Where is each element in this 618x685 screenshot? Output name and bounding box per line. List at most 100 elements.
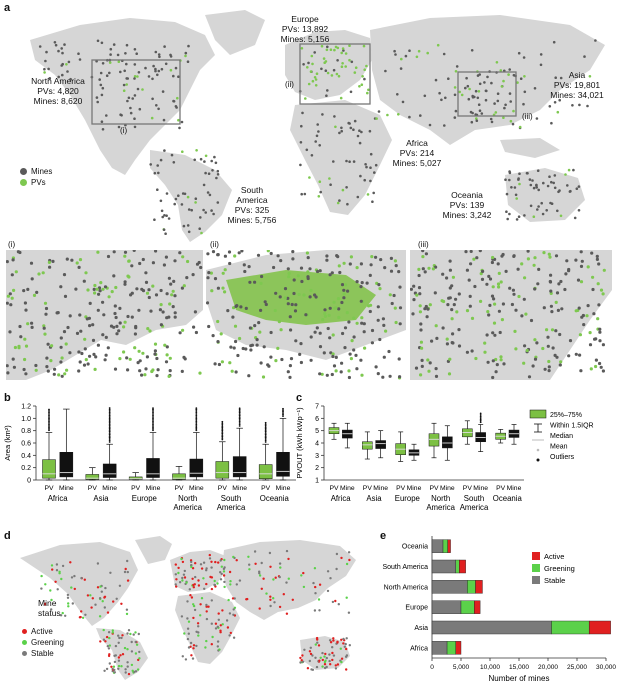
stable-mine-dot [61, 564, 65, 568]
pv-site-dot [125, 83, 128, 86]
mine-site-dot [483, 81, 486, 84]
active-mine-dot [334, 599, 337, 603]
mine-site-dot [157, 53, 161, 56]
legend-label-active: Active [544, 552, 564, 561]
mine-site-dot [388, 374, 392, 378]
outlier-point [108, 439, 111, 442]
mine-site-dot [426, 307, 430, 311]
region-label-africa: Africa PVs: 214 Mines: 5,027 [392, 138, 442, 168]
mine-site-dot [447, 77, 450, 80]
pv-site-dot [495, 61, 499, 64]
mine-site-dot [348, 262, 352, 266]
outlier-point [108, 415, 111, 418]
mine-site-dot [508, 171, 512, 175]
pv-site-dot [146, 327, 150, 331]
x-tick-label: 5,000 [453, 664, 470, 671]
outlier-point [221, 422, 224, 425]
active-mine-dot [103, 596, 106, 599]
active-mine-dot [260, 587, 263, 590]
stable-mine-dot [73, 574, 76, 578]
pv-site-dot [341, 47, 345, 50]
mine-site-dot [123, 250, 128, 254]
mine-site-dot [514, 308, 518, 312]
mine-site-dot [579, 264, 584, 268]
pv-site-dot [84, 271, 88, 275]
pv-site-dot [363, 68, 367, 71]
bar-segment-active [459, 559, 466, 574]
pv-site-dot [494, 111, 498, 114]
mine-site-dot [488, 303, 492, 307]
stable-mine-dot [94, 603, 97, 606]
pv-site-dot [458, 90, 462, 94]
mine-site-dot [453, 116, 457, 119]
mine-site-dot [373, 171, 376, 174]
mine-site-dot [477, 103, 481, 106]
mine-site-dot [493, 102, 496, 105]
y-tick-label: 1.2 [21, 404, 31, 411]
mine-site-dot [337, 307, 341, 311]
mine-site-dot [568, 190, 572, 193]
active-mine-dot [262, 577, 265, 580]
outlier-point [238, 411, 241, 414]
active-mine-dot [340, 638, 343, 641]
stable-mine-dot [188, 588, 191, 591]
pv-site-dot [370, 255, 374, 259]
stable-mine-dot [210, 599, 213, 602]
active-mine-dot [314, 585, 317, 589]
mine-site-dot [469, 110, 473, 114]
mine-site-dot [325, 373, 329, 377]
mine-site-dot [537, 267, 541, 271]
greening-mine-dot [134, 631, 137, 634]
mine-site-dot [326, 89, 329, 92]
mine-site-dot [470, 49, 474, 52]
mine-site-dot [549, 304, 553, 308]
active-mine-dot [287, 557, 290, 561]
bar-segment-greening [446, 641, 456, 655]
mine-site-dot [45, 356, 49, 360]
group-label: Europe [395, 494, 420, 503]
stable-mine-dot [343, 645, 346, 648]
pv-site-dot [78, 258, 83, 262]
outlier-point [264, 423, 267, 426]
outlier-point [195, 421, 198, 424]
mine-site-dot [156, 368, 160, 372]
mine-site-dot [26, 287, 30, 291]
outlier-point [195, 417, 198, 420]
mine-site-dot [123, 280, 127, 284]
pv-site-dot [307, 82, 311, 86]
stable-mine-dot [134, 670, 138, 673]
greening-mine-dot [67, 605, 70, 608]
pv-site-dot [273, 308, 277, 313]
category-label: Asia [414, 625, 428, 632]
bar-segment-greening [442, 539, 448, 553]
mine-site-dot [533, 87, 537, 90]
stable-mine-dot [321, 651, 324, 655]
active-mine-dot [309, 652, 313, 656]
mine-site-dot [352, 160, 356, 163]
mine-site-dot [80, 351, 84, 356]
mine-site-dot [147, 295, 151, 300]
pv-site-dot [548, 255, 552, 259]
greening-mine-dot [321, 665, 324, 668]
mine-site-dot [455, 65, 459, 68]
mine-site-dot [592, 312, 596, 316]
mine-site-dot [153, 218, 156, 221]
mine-site-dot [138, 359, 142, 363]
mine-site-dot [473, 95, 476, 99]
stable-mine-dot [342, 637, 345, 641]
outlier-point [48, 411, 50, 414]
pv-site-dot [24, 344, 29, 348]
stable-mine-dot [181, 576, 184, 580]
greening-mine-dot [319, 656, 322, 659]
mine-site-dot [417, 273, 421, 278]
mine-site-dot [500, 254, 504, 258]
box-iqr [215, 461, 230, 479]
mine-site-dot [244, 347, 248, 351]
pv-site-dot [43, 301, 48, 305]
mine-site-dot [597, 303, 601, 307]
mine-site-dot [457, 328, 461, 332]
inset-box-i [91, 59, 181, 125]
greening-mine-dot [211, 635, 214, 639]
mine-site-dot [199, 216, 202, 219]
